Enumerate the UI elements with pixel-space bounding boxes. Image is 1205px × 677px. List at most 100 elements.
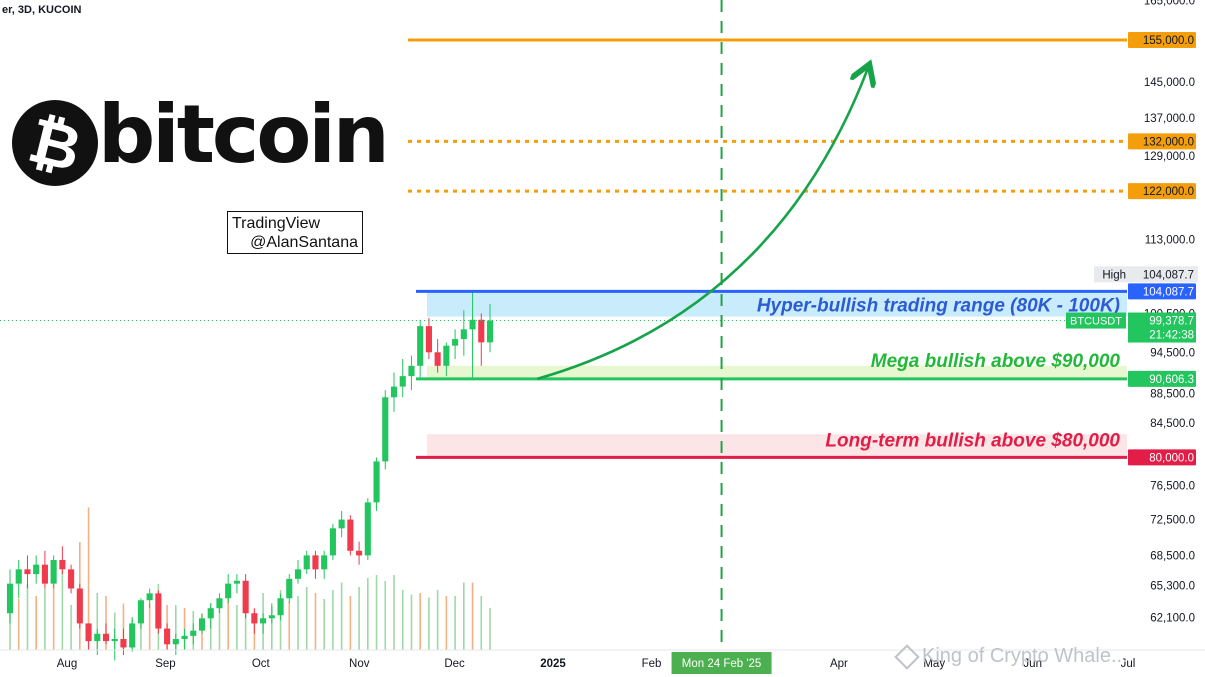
volume-bar [236, 605, 238, 650]
x-tick-label: Dec [444, 658, 465, 670]
volume-bar [52, 578, 55, 650]
candle-body [111, 639, 118, 642]
x-tick-label: Sep [155, 658, 175, 670]
candle-body [268, 615, 275, 619]
level-badge-bg [1128, 183, 1196, 200]
volume-bar [61, 570, 64, 650]
volume-bar [96, 593, 99, 650]
volume-bar [367, 578, 369, 650]
candle-body [146, 593, 153, 601]
candle-body [443, 345, 450, 366]
level-badge-bg [1128, 133, 1196, 150]
y-tick-label: 65,300.0 [1150, 581, 1195, 593]
candle-body [486, 320, 494, 343]
volume-bar [454, 596, 456, 650]
volume-bar [358, 587, 360, 650]
candle-body [329, 528, 336, 556]
diamond-icon [894, 643, 920, 670]
last-symbol-bg [1066, 312, 1126, 329]
candle-body [129, 623, 136, 648]
x-tick-label: Jul [1121, 658, 1136, 670]
volume-bar [26, 584, 29, 650]
candle-body [181, 635, 188, 639]
candle-body [390, 386, 398, 398]
volume-bar [122, 603, 125, 650]
candle-body [233, 580, 240, 584]
volume-bar [227, 597, 229, 650]
volume-bar [314, 593, 317, 650]
bitcoin-symbol-icon: ₿ [21, 102, 89, 187]
x-tick-label: 2025 [540, 658, 566, 670]
candle-body [59, 560, 66, 570]
y-tick-label: 84,500.0 [1150, 418, 1195, 430]
x-tick-label: Jun [1023, 658, 1042, 670]
candle-body [24, 569, 31, 575]
candle-body [478, 319, 485, 343]
high-label: High [1102, 269, 1126, 281]
volume-bar [471, 582, 474, 650]
candle-body [303, 555, 310, 570]
volume-bar [332, 590, 334, 650]
y-tick-label: 113,000.0 [1145, 234, 1195, 246]
chart-title: er, 3D, KUCOIN [2, 4, 82, 16]
y-tick-label: 68,500.0 [1150, 550, 1195, 562]
candle-body [172, 639, 179, 645]
volume-bar [218, 600, 221, 650]
credit-line-2: @AlanSantana [250, 234, 358, 251]
volume-bar [70, 605, 72, 650]
credit-box: TradingView @AlanSantana [227, 211, 363, 254]
candle-body [207, 608, 214, 619]
level-badge: 132,000.0 [1143, 136, 1194, 148]
level-badge: 90,606.3 [1149, 374, 1194, 386]
candle-body [399, 376, 406, 387]
volume-bar [9, 608, 11, 650]
candle-body [15, 569, 22, 584]
price-zone [427, 291, 1127, 317]
candle-body [251, 613, 258, 624]
level-badge: 122,000.0 [1143, 186, 1194, 198]
volume-bar [480, 596, 483, 650]
volume-bar [323, 599, 325, 650]
date-marker-badge [671, 652, 772, 674]
volume-bar [271, 606, 273, 650]
volume-bar [384, 581, 387, 650]
candle-body [347, 519, 354, 551]
annotation-text: Long-term bullish above $80,000 [825, 430, 1120, 451]
volume-bar [87, 507, 90, 650]
candle-body [277, 598, 284, 616]
level-badge-bg [1128, 283, 1196, 300]
x-tick-label: Feb [642, 658, 662, 670]
volume-bar [401, 590, 404, 650]
candle-body [120, 639, 127, 648]
volume-bar [428, 597, 430, 650]
candle-body [469, 319, 476, 330]
candle-body [102, 633, 110, 642]
candle-body [460, 329, 467, 340]
credit-line-1: TradingView [232, 215, 321, 232]
watermark: King of Crypto Whale... [894, 643, 1128, 670]
annotation-text: Hyper-bullish trading range (80K - 100K) [757, 295, 1120, 316]
candle-body [286, 578, 293, 599]
y-tick-label: 72,500.0 [1150, 515, 1195, 527]
candle-body [364, 502, 371, 556]
candle-body [242, 580, 249, 614]
x-tick-label: Oct [252, 658, 271, 670]
y-tick-label: 145,000.0 [1144, 77, 1195, 89]
bitcoin-wordmark: bitcoin [98, 88, 390, 181]
y-tick-label: 88,500.0 [1150, 389, 1195, 401]
bitcoin-coin-icon [12, 100, 98, 186]
watermark-text: King of Crypto Whale... [922, 645, 1128, 667]
last-price-bg [1128, 312, 1196, 343]
volume-bar [436, 590, 439, 650]
candle-body [216, 598, 223, 609]
volume-bar [305, 587, 308, 650]
price-zone [427, 434, 1127, 458]
volume-bar [105, 596, 107, 650]
y-tick-label: 137,000.0 [1144, 113, 1195, 125]
volume-bar [244, 606, 247, 650]
candle-body [198, 618, 206, 631]
x-tick-label: Aug [57, 658, 77, 670]
candle-body [356, 550, 363, 556]
volume-bar [463, 582, 465, 650]
